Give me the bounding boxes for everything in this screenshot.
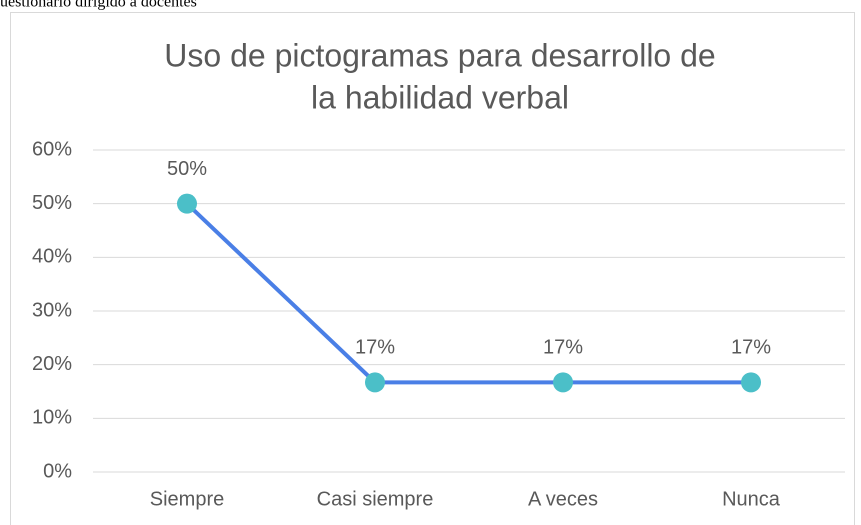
x-tick-label: Nunca: [722, 488, 781, 510]
marker: [741, 372, 761, 393]
marker: [553, 372, 573, 393]
y-tick-label: 20%: [32, 353, 72, 375]
marker: [365, 372, 385, 393]
y-tick-label: 30%: [32, 299, 72, 321]
caption: uestionario dirigido a docentes: [0, 0, 197, 11]
chart-title: Uso de pictogramas para desarrollo de: [164, 37, 715, 73]
y-tick-label: 50%: [32, 192, 72, 214]
x-tick-label: A veces: [528, 488, 598, 510]
line-series: [185, 202, 751, 385]
data-label: 17%: [731, 337, 771, 359]
x-tick-label: Siempre: [150, 488, 224, 510]
chart-title: la habilidad verbal: [311, 79, 569, 115]
data-label: 50%: [167, 158, 207, 180]
x-tick-label: Casi siempre: [317, 488, 434, 510]
marker: [177, 193, 197, 214]
chart-frame: [10, 12, 855, 525]
data-label: 17%: [355, 337, 395, 359]
y-tick-label: 40%: [32, 246, 72, 268]
y-tick-label: 10%: [32, 407, 72, 429]
y-tick-label: 0%: [43, 460, 72, 482]
y-tick-label: 60%: [32, 138, 72, 160]
data-label: 17%: [543, 337, 583, 359]
